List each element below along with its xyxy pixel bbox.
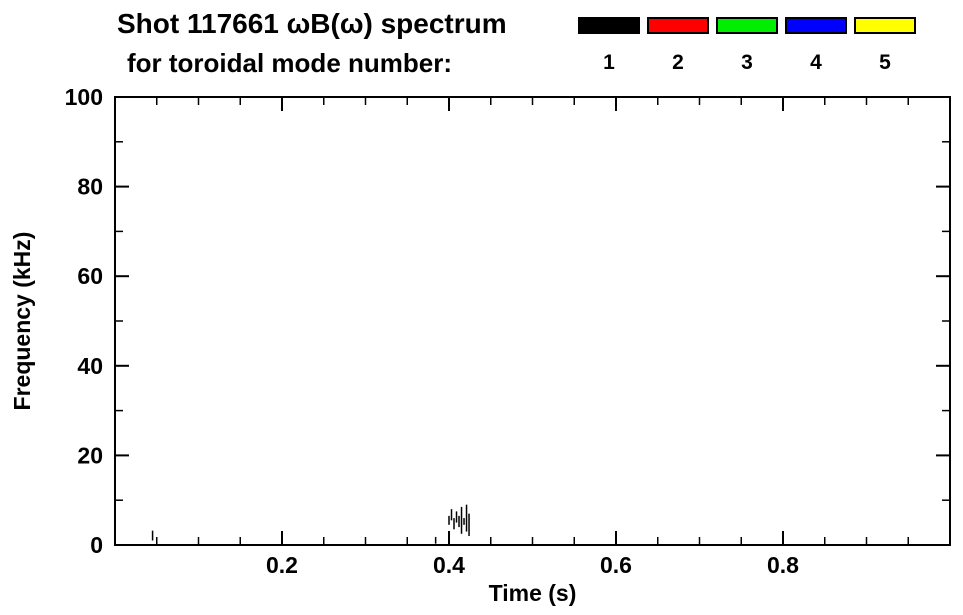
legend-swatch-n4 [785, 17, 847, 34]
legend-label-n2: 2 [672, 51, 684, 74]
y-tick-label: 20 [77, 442, 103, 468]
legend-labels: 1 2 3 4 5 [578, 51, 916, 75]
x-tick-label: 0.4 [433, 552, 465, 578]
legend-label-n4: 4 [810, 51, 822, 74]
legend-swatch-n2 [647, 17, 709, 34]
x-tick-label: 0.6 [600, 552, 632, 578]
legend-swatch-n3 [716, 17, 778, 34]
y-tick-label: 60 [77, 263, 103, 289]
x-tick-label: 0.2 [266, 552, 298, 578]
x-axis-title: Time (s) [489, 580, 577, 606]
y-tick-label: 100 [65, 84, 103, 110]
legend-swatch-n5 [854, 17, 916, 34]
y-axis-title: Frequency (kHz) [9, 232, 35, 411]
legend-label-n3: 3 [741, 51, 753, 74]
y-tick-label: 40 [77, 353, 103, 379]
plot-frame [114, 96, 951, 546]
plot-title: Shot 117661 ωB(ω) spectrum [117, 8, 507, 39]
x-tick-label: 0.8 [767, 552, 799, 578]
legend-swatches [578, 17, 916, 34]
y-tick-label: 80 [77, 174, 103, 200]
legend-label-n5: 5 [879, 51, 891, 74]
plot-subtitle: for toroidal mode number: [127, 48, 452, 78]
legend-swatch-n1 [578, 17, 640, 34]
legend-label-n1: 1 [603, 51, 615, 74]
y-tick-label: 0 [90, 532, 103, 558]
